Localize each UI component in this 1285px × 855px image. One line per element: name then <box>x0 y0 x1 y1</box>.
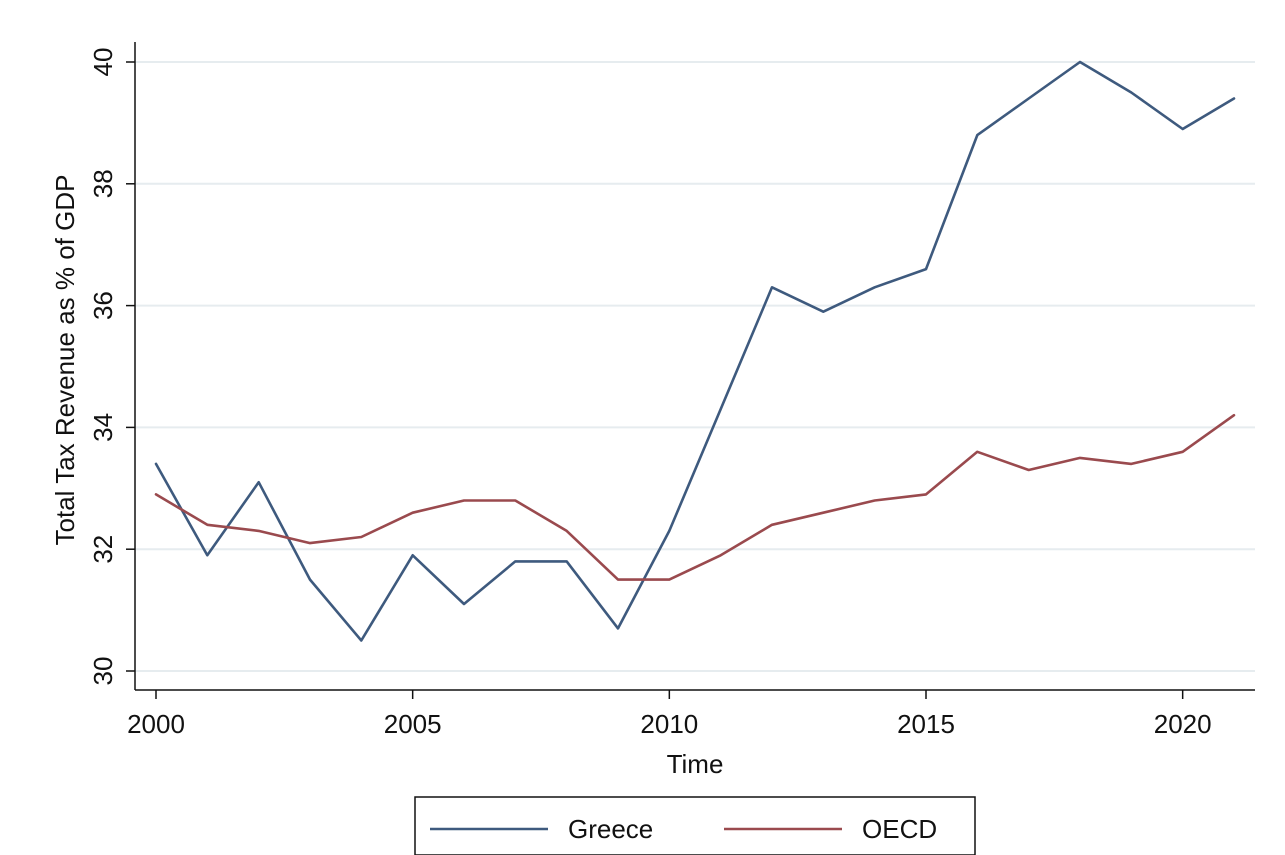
series-line-greece <box>154 60 1236 642</box>
y-axis-ticks: 30 32 34 36 38 40 <box>88 48 135 686</box>
y-tick-label: 40 <box>88 48 118 77</box>
x-tick-label: 2010 <box>640 709 698 739</box>
y-tick-label: 30 <box>88 657 118 686</box>
y-tick-label: 36 <box>88 291 118 320</box>
x-tick-label: 2020 <box>1154 709 1212 739</box>
legend-label-greece: Greece <box>568 814 653 844</box>
x-axis-ticks: 2000 2005 2010 2015 2020 <box>127 690 1212 739</box>
legend: Greece OECD <box>414 796 976 855</box>
x-axis-title: Time <box>667 749 724 779</box>
gridlines <box>135 61 1255 672</box>
legend-box <box>414 796 976 855</box>
axes <box>134 42 1255 691</box>
x-tick-label: 2000 <box>127 709 185 739</box>
y-axis-title: Total Tax Revenue as % of GDP <box>50 175 80 546</box>
x-tick-label: 2005 <box>384 709 442 739</box>
x-tick-label: 2015 <box>897 709 955 739</box>
y-tick-label: 32 <box>88 535 118 564</box>
legend-label-oecd: OECD <box>862 814 937 844</box>
series-lines <box>154 60 1236 642</box>
series-line-oecd <box>154 413 1236 581</box>
y-tick-label: 34 <box>88 413 118 442</box>
y-tick-label: 38 <box>88 169 118 198</box>
